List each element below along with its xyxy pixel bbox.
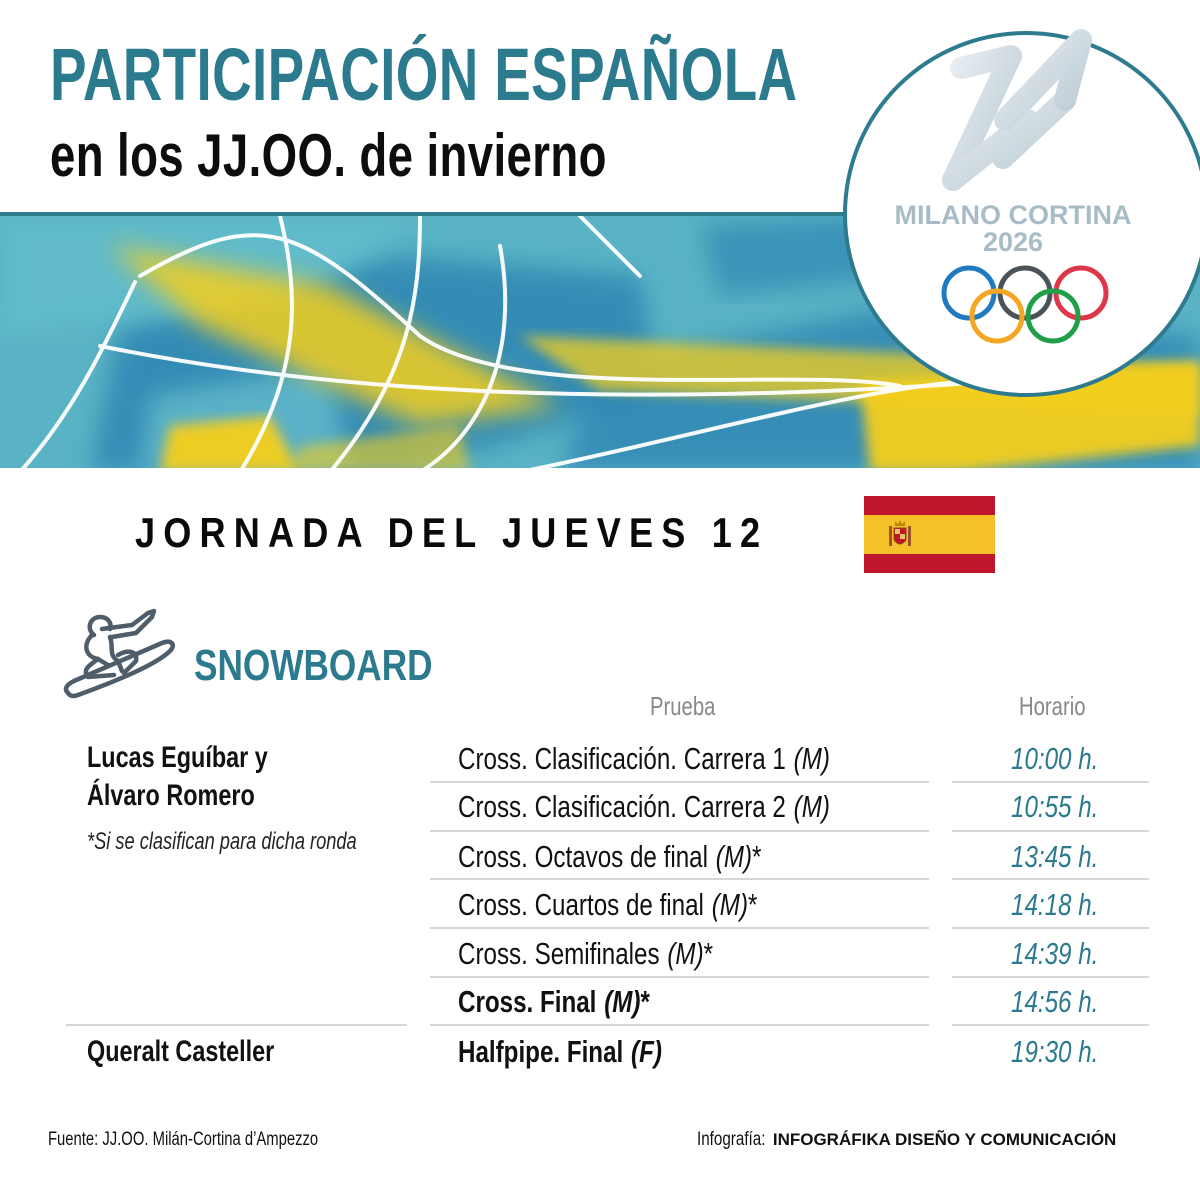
- row-divider: [430, 830, 929, 832]
- event-category: (M): [604, 984, 641, 1019]
- sport-title: SNOWBOARD: [194, 641, 433, 690]
- row-divider: [430, 927, 929, 929]
- row-divider: [430, 781, 929, 783]
- design-credit: Infografía: INFOGRÁFIKA DISEÑO Y COMUNIC…: [697, 1130, 1116, 1149]
- event-category: (M): [711, 887, 749, 922]
- olympic-rings-icon: [941, 265, 1109, 344]
- credit-label: Infografía:: [697, 1129, 766, 1150]
- column-header-time: Horario: [1019, 691, 1086, 721]
- event-suffix: *: [752, 839, 762, 874]
- row-divider: [952, 1024, 1149, 1026]
- athlete-name: Lucas Eguíbar y: [87, 741, 268, 774]
- event-name: Cross. Clasificación. Carrera 2: [458, 789, 786, 824]
- row-divider: [952, 781, 1149, 783]
- event-row: Cross. Final (M)*: [458, 986, 650, 1017]
- event-time: 13:45 h.: [1011, 839, 1099, 874]
- snowboarder-icon: [63, 608, 175, 699]
- event-row: Cross. Octavos de final (M)*: [458, 841, 761, 872]
- event-row: Cross. Clasificación. Carrera 2 (M): [458, 791, 830, 822]
- source-credit: Fuente: JJ.OO. Milán-Cortina d’Ampezzo: [48, 1129, 319, 1150]
- row-divider: [952, 830, 1149, 832]
- coat-of-arms-icon: [889, 520, 911, 546]
- event-logo: MILANO CORTINA 2026: [843, 0, 1200, 400]
- event-category: (M): [667, 936, 704, 971]
- event-time: 14:39 h.: [1011, 936, 1099, 971]
- athlete-divider: [66, 1024, 407, 1026]
- event-name: Halfpipe. Final: [458, 1034, 624, 1069]
- event-suffix: *: [640, 984, 650, 1019]
- event-time: 14:56 h.: [1011, 984, 1099, 1019]
- row-divider: [952, 976, 1149, 978]
- event-row: Cross. Cuartos de final (M)*: [458, 889, 757, 920]
- event-row: Cross. Semifinales (M)*: [458, 938, 713, 969]
- event-suffix: *: [748, 887, 758, 922]
- row-divider: [430, 878, 929, 880]
- athlete-name: Álvaro Romero: [87, 779, 255, 812]
- event-row: Halfpipe. Final (F): [458, 1036, 662, 1067]
- row-divider: [430, 976, 929, 978]
- event-name: Cross. Cuartos de final: [458, 887, 704, 922]
- milano-cortina-26-emblem-icon: [942, 29, 1092, 191]
- column-header-event: Prueba: [650, 691, 716, 721]
- event-time: 14:18 h.: [1011, 887, 1099, 922]
- event-category: (M): [793, 741, 830, 776]
- event-category: (M): [715, 839, 753, 874]
- event-time: 19:30 h.: [1011, 1034, 1099, 1069]
- event-category: (F): [631, 1034, 662, 1069]
- page-subtitle: en los JJ.OO. de invierno: [50, 122, 607, 189]
- event-name: Cross. Semifinales: [458, 936, 660, 971]
- row-divider: [430, 1024, 929, 1026]
- event-time: 10:55 h.: [1011, 789, 1099, 824]
- event-name: Cross. Final: [458, 984, 597, 1019]
- event-suffix: *: [703, 936, 714, 971]
- athlete-name: Queralt Casteller: [87, 1035, 275, 1068]
- qualification-note: *Si se clasifican para dicha ronda: [87, 828, 357, 855]
- event-name: Cross. Octavos de final: [458, 839, 708, 874]
- logo-year: 2026: [982, 227, 1044, 257]
- event-row: Cross. Clasificación. Carrera 1 (M): [458, 743, 830, 774]
- event-time: 10:00 h.: [1011, 741, 1099, 776]
- event-category: (M): [793, 789, 830, 824]
- day-heading: JORNADA DEL JUEVES 12: [135, 509, 769, 556]
- page-title: PARTICIPACIÓN ESPAÑOLA: [50, 33, 798, 116]
- event-name: Cross. Clasificación. Carrera 1: [458, 741, 786, 776]
- credit-organization: INFOGRÁFIKA DISEÑO Y COMUNICACIÓN: [772, 1130, 1117, 1149]
- logo-wordmark: MILANO CORTINA: [894, 200, 1132, 230]
- row-divider: [952, 878, 1149, 880]
- row-divider: [952, 927, 1149, 929]
- spain-flag-icon: [864, 496, 995, 573]
